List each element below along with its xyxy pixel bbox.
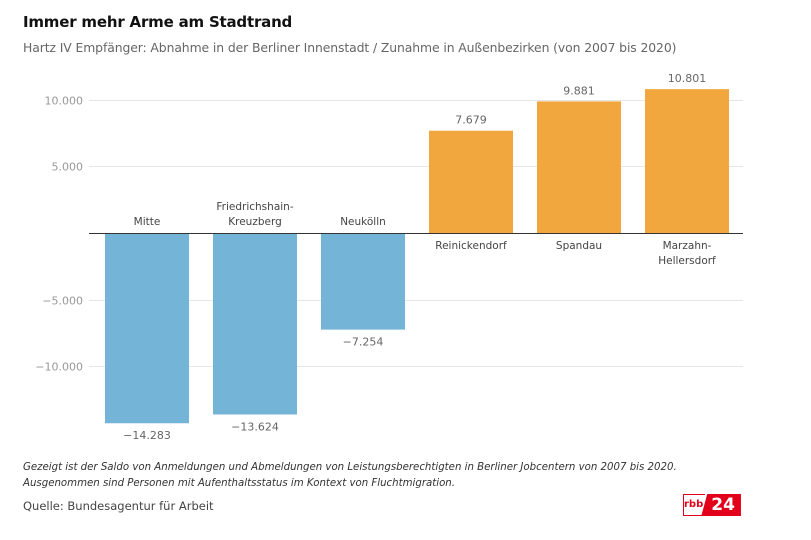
category-label: Spandau	[556, 240, 602, 252]
bar	[213, 233, 297, 415]
category-labels: Mitte Friedrichshain- Kreuzberg Neukölln Rei…	[134, 201, 716, 267]
category-label-line: Spandau	[556, 240, 602, 252]
footnote: Gezeigt ist der Saldo von Anmeldungen un…	[23, 460, 677, 492]
category-label: Friedrichshain- Kreuzberg	[216, 201, 293, 228]
bars	[105, 89, 729, 424]
category-label: Mitte	[134, 216, 161, 228]
category-label-line: Friedrichshain-	[216, 201, 293, 213]
category-label: Marzahn- Hellersdorf	[658, 240, 716, 267]
value-label: −7.254	[343, 336, 384, 349]
y-tick-label: 10.000	[45, 95, 84, 108]
value-label: 7.679	[455, 114, 487, 127]
category-label: Neukölln	[340, 216, 386, 228]
footnote-line-1: Gezeigt ist der Saldo von Anmeldungen un…	[23, 462, 677, 473]
logo-24-text: 24	[701, 494, 741, 516]
category-label-line: Mitte	[134, 216, 161, 228]
chart-title: Immer mehr Arme am Stadtrand	[23, 13, 293, 31]
y-tick-label: 5.000	[52, 161, 84, 174]
value-label: 9.881	[563, 84, 595, 97]
gridlines	[89, 100, 743, 367]
bar	[537, 101, 621, 234]
value-label: 10.801	[668, 72, 707, 85]
bar-chart: 10.000 5.000 −5.000 −10.000 Mitte Friedrichs…	[35, 72, 743, 442]
y-tick-label: −10.000	[35, 361, 83, 374]
category-label-line: Reinickendorf	[435, 240, 507, 252]
category-label-line: Marzahn-	[663, 240, 712, 252]
bar	[321, 233, 405, 330]
category-label-line: Neukölln	[340, 216, 386, 228]
category-label: Reinickendorf	[435, 240, 507, 252]
source-text: Quelle: Bundesagentur für Arbeit	[23, 499, 214, 513]
rbb24-logo: rbb 24	[683, 494, 741, 516]
bar	[429, 130, 513, 233]
value-label: −13.624	[231, 420, 279, 433]
bar	[105, 233, 189, 424]
chart-subtitle: Hartz IV Empfänger: Abnahme in der Berli…	[23, 40, 677, 55]
logo-rbb-text: rbb	[683, 494, 706, 516]
category-label-line: Hellersdorf	[658, 255, 716, 267]
y-tick-label: −5.000	[42, 295, 83, 308]
value-label: −14.283	[123, 429, 171, 442]
value-labels: −14.283 −13.624 −7.254 7.679 9.881 10.801	[123, 72, 706, 442]
category-label-line: Kreuzberg	[228, 216, 282, 228]
bar	[645, 89, 729, 233]
footnote-line-2: Ausgenommen sind Personen mit Aufenthalt…	[23, 478, 456, 489]
y-axis-ticks: 10.000 5.000 −5.000 −10.000	[35, 95, 83, 374]
